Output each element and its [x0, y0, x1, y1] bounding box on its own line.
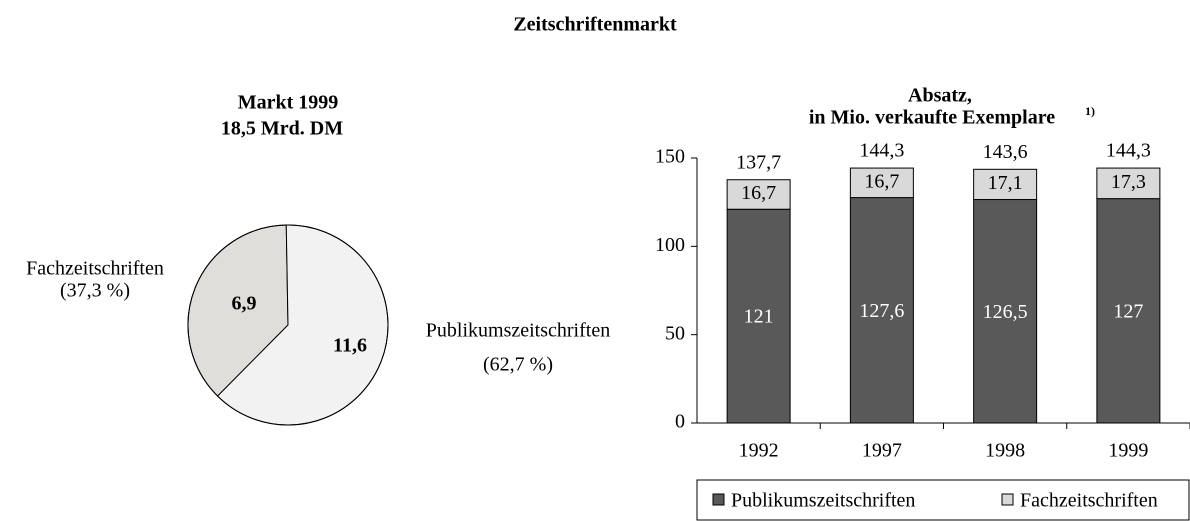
bar-value-label: 17,1 — [988, 172, 1023, 194]
bar-segment — [726, 208, 791, 424]
y-tick-label: 100 — [655, 234, 685, 256]
x-tick-label: 1998 — [985, 440, 1025, 462]
bar-value-label: 127,6 — [859, 300, 904, 322]
pie-title: Markt 1999 — [238, 92, 339, 114]
bar-total-label: 137,7 — [736, 151, 781, 173]
y-tick-label: 50 — [665, 322, 685, 344]
bar-value-label: 16,7 — [741, 182, 776, 204]
slice-value-label: 6,9 — [232, 293, 257, 315]
bar-total-label: 144,3 — [1106, 140, 1151, 162]
bar-segment — [1096, 167, 1161, 200]
legend-label: Publikumszeitschriften — [731, 490, 915, 512]
bar-subtitle: in Mio. verkaufte Exemplare — [809, 107, 1055, 129]
bar-value-label: 127 — [1113, 300, 1143, 322]
y-tick-label: 0 — [675, 411, 685, 433]
bar-value-label: 126,5 — [983, 301, 1028, 323]
bar-value-label: 17,3 — [1111, 171, 1146, 193]
slice-value-label: 11,6 — [333, 335, 367, 357]
bar-value-label: 16,7 — [864, 170, 899, 192]
slice-percent-label: (37,3 %) — [60, 280, 130, 302]
x-tick-label: 1999 — [1108, 440, 1148, 462]
bar-total-label: 144,3 — [859, 140, 904, 162]
bar-segment — [849, 167, 914, 199]
bar-segment — [849, 197, 914, 424]
legend-swatch — [712, 493, 725, 506]
pie-subtitle: 18,5 Mrd. DM — [221, 118, 343, 140]
bar-segment — [973, 199, 1038, 424]
pie-outline — [187, 224, 389, 426]
legend-label: Fachzeitschriften — [1020, 490, 1158, 512]
page-title: Zeitschriftenmarkt — [513, 14, 677, 36]
slice-percent-label: (62,7 %) — [483, 354, 553, 376]
footnote-mark: 1) — [1085, 104, 1095, 118]
bar-title: Absatz, — [908, 85, 972, 107]
bar-total-label: 143,6 — [983, 141, 1028, 163]
bar-value-label: 121 — [744, 306, 774, 328]
slice-category-label: Fachzeitschriften — [26, 258, 164, 280]
legend-swatch — [1001, 493, 1014, 506]
bar-segment — [726, 179, 791, 210]
legend-box — [696, 479, 1190, 521]
slice-category-label: Publikumszeitschriften — [426, 320, 610, 342]
y-tick-label: 150 — [655, 146, 685, 168]
x-tick-label: 1997 — [862, 440, 902, 462]
x-tick-label: 1992 — [739, 440, 779, 462]
bar-segment — [973, 168, 1038, 201]
